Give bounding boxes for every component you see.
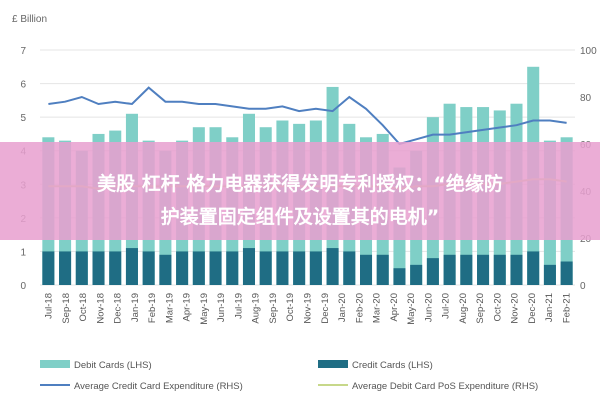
bar-credit-cards: [92, 251, 105, 285]
line-avg-credit-expenditure: [48, 86, 567, 146]
bar-credit-cards: [343, 251, 356, 285]
x-tick-label: Jun-20: [423, 293, 434, 322]
x-tick-label: Jul-20: [441, 293, 452, 319]
bar-credit-cards: [159, 254, 172, 285]
x-tick-label: Jan-21: [544, 293, 555, 322]
bar-credit-cards: [527, 251, 540, 285]
bar-credit-cards: [493, 254, 506, 285]
bar-credit-cards: [109, 251, 122, 285]
x-tick-label: Dec-20: [527, 293, 538, 324]
x-tick-label: Sep-19: [268, 293, 279, 324]
bar-credit-cards: [142, 251, 155, 285]
bar-credit-cards: [226, 251, 239, 285]
x-tick-label: Jun-19: [216, 293, 227, 322]
x-tick-label: Jul-19: [233, 293, 244, 319]
bar-credit-cards: [426, 258, 439, 285]
right-tick-label: 100: [580, 46, 597, 57]
bar-credit-cards: [543, 264, 556, 285]
x-tick-label: Aug-20: [458, 293, 469, 324]
bar-credit-cards: [443, 254, 456, 285]
bar-credit-cards: [410, 264, 423, 285]
legend-swatch-debit-cards: [40, 360, 70, 368]
bar-credit-cards: [276, 251, 289, 285]
x-tick-label: Mar-20: [372, 293, 383, 323]
x-tick-label: Oct-18: [78, 293, 89, 322]
x-tick-label: Sep-18: [61, 293, 72, 324]
x-tick-label: Mar-19: [164, 293, 175, 323]
x-tick-label: Nov-20: [510, 293, 521, 324]
x-tick-label: Jul-18: [44, 293, 55, 319]
bar-credit-cards: [477, 254, 490, 285]
left-tick-label: 7: [20, 46, 26, 57]
bar-credit-cards: [259, 251, 272, 285]
x-tick-label: Jan-20: [337, 293, 348, 322]
bar-credit-cards: [42, 251, 55, 285]
bar-credit-cards: [242, 248, 256, 285]
bar-credit-cards: [510, 254, 523, 285]
x-tick-label: Apr-19: [182, 293, 193, 322]
legend: Debit Cards (LHS) Credit Cards (LHS) Ave…: [40, 360, 538, 392]
bar-credit-cards: [309, 251, 322, 285]
bar-credit-cards: [560, 261, 573, 285]
bar-credit-cards: [393, 268, 406, 285]
x-tick-label: Feb-20: [354, 293, 365, 323]
legend-label-debit-cards: Debit Cards (LHS): [74, 360, 152, 371]
x-tick-label: Aug-19: [251, 293, 262, 324]
bar-credit-cards: [59, 251, 72, 285]
bar-credit-cards: [75, 251, 88, 285]
x-tick-label: Dec-18: [113, 293, 124, 324]
right-tick-label: 80: [580, 93, 592, 104]
bar-credit-cards: [209, 251, 222, 285]
x-tick-label: Dec-19: [320, 293, 331, 324]
left-tick-label: 0: [20, 281, 26, 292]
overlay-headline-line1: 美股 杠杆 格力电器获得发明专利授权：“绝缘防: [97, 172, 503, 195]
left-tick-label: 5: [20, 113, 26, 124]
bar-credit-cards: [125, 248, 138, 285]
x-tick-label: Nov-18: [95, 293, 106, 324]
x-tick-label: Feb-19: [147, 293, 158, 323]
overlay-banner: [0, 142, 600, 240]
bar-credit-cards: [326, 248, 339, 285]
x-tick-label: May-19: [199, 293, 210, 325]
x-axis-ticks: Jul-18 Sep-18 Oct-18 Nov-18 Dec-18 Jan-19 Feb-…: [44, 293, 573, 325]
right-tick-label: 0: [580, 281, 586, 292]
legend-label-credit-cards: Credit Cards (LHS): [352, 360, 433, 371]
overlay-headline-line2: 护装置固定组件及设置其的电机”: [161, 205, 440, 228]
x-tick-label: Oct-19: [285, 293, 296, 322]
left-tick-label: 1: [20, 247, 26, 258]
bar-credit-cards: [460, 254, 473, 285]
y-unit-label: £ Billion: [12, 14, 47, 25]
left-tick-label: 6: [20, 80, 26, 91]
bar-credit-cards: [192, 251, 205, 285]
legend-label-avg-debit: Average Debit Card PoS Expenditure (RHS): [352, 381, 538, 392]
bar-credit-cards: [376, 254, 389, 285]
bar-credit-cards: [176, 251, 189, 285]
x-tick-label: May-20: [406, 293, 417, 325]
x-tick-label: Feb-21: [561, 293, 572, 323]
bar-credit-cards: [293, 251, 306, 285]
x-tick-label: Apr-20: [389, 293, 400, 322]
x-tick-label: Sep-20: [475, 293, 486, 324]
bar-credit-cards: [359, 254, 373, 285]
x-tick-label: Oct-20: [492, 293, 503, 322]
legend-label-avg-credit: Average Credit Card Expenditure (RHS): [74, 381, 243, 392]
x-tick-label: Jan-19: [130, 293, 141, 322]
x-tick-label: Nov-19: [303, 293, 314, 324]
legend-swatch-credit-cards: [318, 360, 348, 368]
